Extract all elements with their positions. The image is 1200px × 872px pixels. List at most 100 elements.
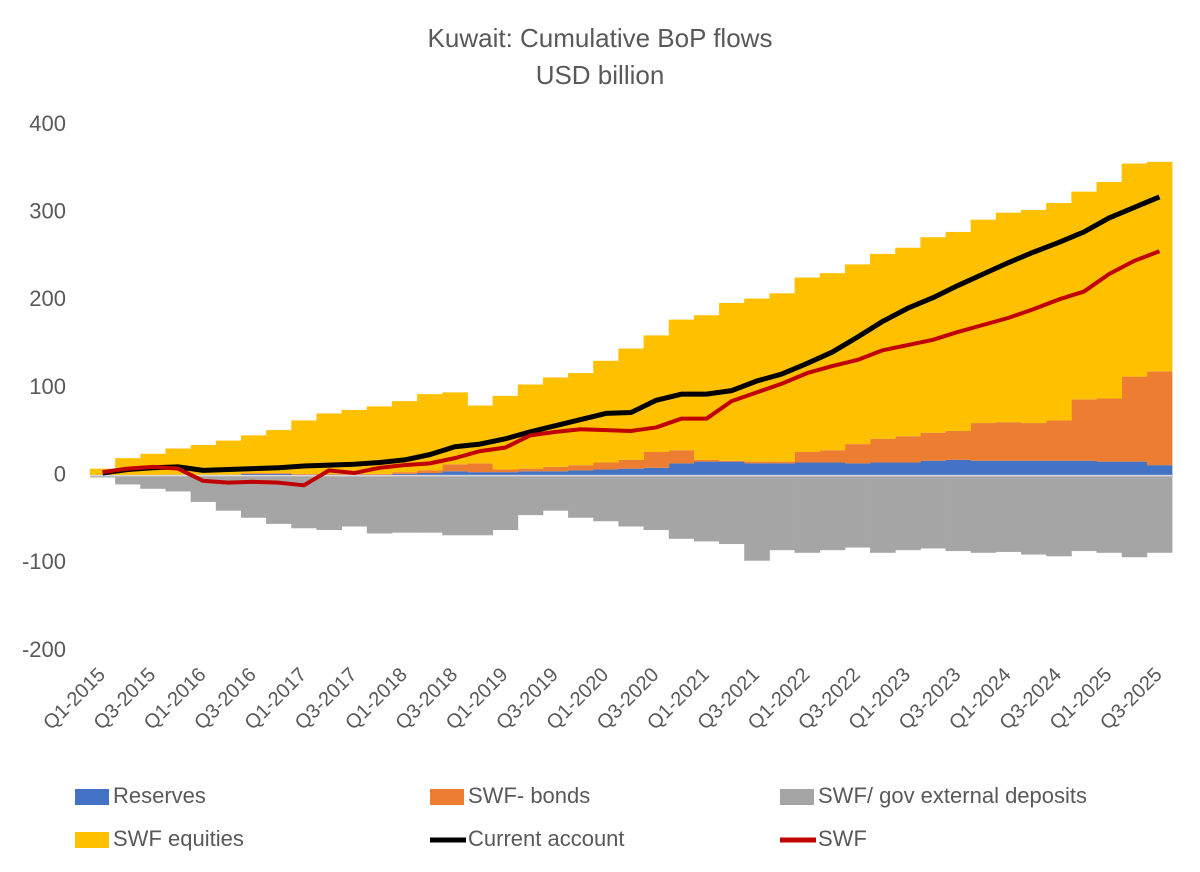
legend-swatch xyxy=(75,832,109,848)
bar xyxy=(1021,423,1047,461)
bar xyxy=(467,463,494,473)
bar xyxy=(417,473,443,476)
bar xyxy=(643,467,670,476)
bar xyxy=(719,475,745,545)
bar xyxy=(115,475,141,485)
bar xyxy=(920,460,946,476)
bar xyxy=(995,422,1022,461)
bar xyxy=(970,460,997,476)
line xyxy=(102,194,1161,476)
chart-title: Kuwait: Cumulative BoP flows xyxy=(428,23,773,53)
y-tick-label: 200 xyxy=(29,286,66,311)
bar xyxy=(492,475,519,531)
bar xyxy=(945,475,972,552)
bar xyxy=(794,462,821,476)
bar xyxy=(391,472,418,474)
bar xyxy=(693,459,720,462)
legend-label: SWF xyxy=(818,826,867,851)
bar xyxy=(1046,203,1072,421)
bar xyxy=(266,473,292,474)
bar xyxy=(945,459,972,476)
bar xyxy=(593,462,619,470)
bar xyxy=(165,475,192,492)
bar xyxy=(492,472,519,476)
bar xyxy=(266,473,292,476)
bar xyxy=(417,470,443,474)
bar xyxy=(391,473,418,476)
legend-swatch xyxy=(780,789,814,805)
y-tick-label: -200 xyxy=(22,637,66,662)
bar xyxy=(719,460,745,462)
y-tick-label: 100 xyxy=(29,374,66,399)
chart-subtitle: USD billion xyxy=(536,60,665,90)
bar xyxy=(895,475,921,551)
bar xyxy=(517,468,544,472)
bar xyxy=(316,473,343,475)
bar xyxy=(643,335,670,452)
bar xyxy=(895,436,921,463)
bar xyxy=(744,463,770,476)
bar xyxy=(1046,460,1072,476)
bar xyxy=(870,253,896,439)
bar xyxy=(844,463,871,476)
bar xyxy=(769,461,795,464)
y-tick-label: 400 xyxy=(29,111,66,136)
bar xyxy=(1021,210,1047,424)
bar xyxy=(1121,475,1148,558)
y-tick-label: -100 xyxy=(22,549,66,574)
bar xyxy=(668,450,695,464)
bar xyxy=(668,475,695,539)
bar xyxy=(769,463,795,476)
bar xyxy=(794,475,821,553)
bar xyxy=(719,302,745,461)
bar xyxy=(1096,461,1123,476)
legend-label: SWF equities xyxy=(113,826,244,851)
bar xyxy=(870,462,896,476)
bar xyxy=(417,475,443,533)
bar xyxy=(1071,460,1097,476)
bar xyxy=(1046,475,1072,557)
bar xyxy=(442,464,468,472)
y-tick-label: 0 xyxy=(54,461,66,486)
bar xyxy=(1146,475,1173,553)
bar xyxy=(668,463,695,476)
bar xyxy=(970,475,997,553)
bar xyxy=(1096,475,1123,553)
bar xyxy=(895,462,921,476)
bar xyxy=(316,475,343,531)
bar xyxy=(517,384,544,469)
bar xyxy=(542,475,569,511)
bar xyxy=(844,444,871,464)
bar xyxy=(920,432,946,461)
bar xyxy=(1096,398,1123,462)
bar xyxy=(593,475,619,522)
bar xyxy=(90,475,116,478)
bar xyxy=(467,475,494,536)
bar xyxy=(819,475,846,551)
legend-label: SWF- bonds xyxy=(468,783,590,808)
bar xyxy=(517,471,544,476)
bar xyxy=(618,348,644,460)
bar xyxy=(542,466,569,472)
bar xyxy=(240,473,267,474)
bar xyxy=(970,423,997,461)
bar xyxy=(568,475,594,518)
bar xyxy=(1021,460,1047,476)
y-tick-label: 300 xyxy=(29,198,66,223)
bar xyxy=(844,475,871,548)
bar xyxy=(1146,371,1173,466)
bar xyxy=(593,469,619,476)
legend-label: SWF/ gov external deposits xyxy=(818,783,1087,808)
bar xyxy=(945,430,972,460)
bar xyxy=(366,475,393,534)
bar xyxy=(744,461,770,464)
bar xyxy=(1121,163,1148,377)
bar xyxy=(240,473,267,476)
bar xyxy=(693,461,720,476)
bar xyxy=(870,475,896,553)
bar xyxy=(1121,461,1148,476)
bar xyxy=(568,465,594,471)
bar xyxy=(870,438,896,463)
bar xyxy=(467,472,494,476)
bar xyxy=(744,475,770,561)
